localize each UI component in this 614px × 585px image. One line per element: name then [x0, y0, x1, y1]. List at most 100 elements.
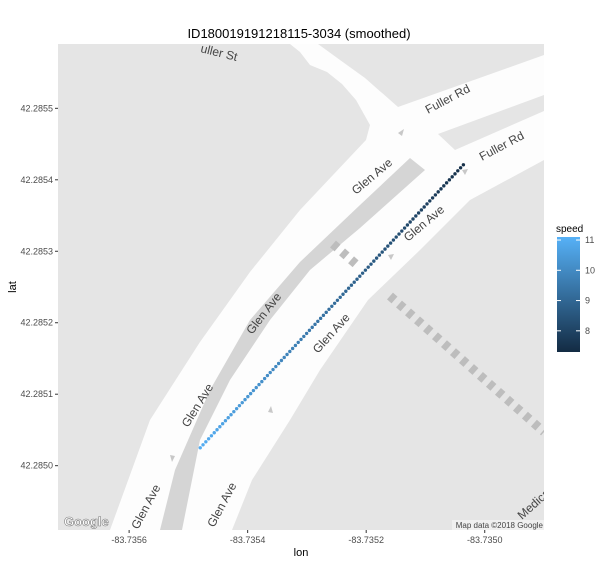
chart-title: ID180019191218115-3034 (smoothed): [187, 26, 410, 41]
data-point: [422, 205, 426, 209]
data-point: [251, 388, 256, 393]
data-point: [302, 334, 306, 339]
legend-ticks: 8 9 10 11: [557, 235, 595, 336]
map-panel: Glen Ave Glen Ave Glen Ave Glen Ave Glen…: [58, 44, 544, 530]
trajectory-points: [198, 163, 466, 450]
data-point: [240, 400, 244, 405]
data-point: [453, 172, 457, 176]
data-point: [425, 202, 429, 206]
data-point: [358, 274, 362, 278]
data-point: [218, 425, 222, 429]
data-point: [257, 382, 261, 387]
legend-tick-label: 8: [585, 326, 590, 336]
data-point: [391, 238, 396, 242]
data-point: [346, 286, 351, 290]
data-point: [321, 313, 326, 318]
data-point: [282, 355, 286, 360]
data-point: [299, 337, 303, 342]
x-axis-label: lon: [294, 547, 309, 559]
data-point: [430, 196, 435, 200]
legend-tick-label: 10: [585, 265, 595, 275]
road-arrows: [170, 129, 468, 462]
data-point: [248, 391, 253, 396]
data-point: [436, 190, 440, 194]
data-point: [374, 256, 379, 260]
data-point: [377, 253, 382, 257]
data-point: [271, 367, 275, 372]
data-point: [383, 247, 387, 251]
data-point: [296, 340, 300, 345]
data-point: [416, 211, 421, 215]
data-point: [212, 431, 216, 435]
x-axis: -83.7356 -83.7354 -83.7352 -83.7350: [111, 530, 502, 545]
data-point: [293, 343, 298, 348]
data-point: [254, 385, 258, 390]
legend: speed 8 9 10 11: [556, 224, 595, 352]
data-point: [276, 361, 281, 366]
data-point: [338, 295, 342, 299]
data-point: [290, 346, 295, 351]
data-point: [279, 358, 284, 363]
data-point: [313, 322, 317, 327]
y-tick-label: 42.2855: [20, 103, 53, 113]
crosswalk-median: [330, 240, 360, 269]
data-point: [369, 262, 373, 266]
data-point: [349, 283, 354, 287]
x-tick-label: -83.7356: [111, 535, 147, 545]
data-point: [372, 259, 376, 263]
data-point: [400, 229, 404, 233]
data-point: [223, 419, 228, 423]
y-tick-label: 42.2850: [20, 461, 53, 471]
legend-title: speed: [556, 224, 583, 235]
data-point: [215, 428, 219, 432]
data-point: [324, 310, 328, 315]
data-point: [310, 325, 314, 330]
data-point: [206, 437, 211, 441]
data-point: [341, 292, 345, 296]
data-point: [243, 397, 247, 402]
data-point: [304, 331, 309, 336]
data-point: [204, 440, 208, 444]
data-point: [332, 301, 337, 305]
data-point: [330, 304, 334, 308]
data-point: [209, 434, 214, 438]
data-point: [285, 352, 289, 357]
data-point: [220, 422, 225, 426]
data-point: [288, 349, 292, 354]
data-point: [419, 208, 424, 212]
data-point: [458, 166, 463, 170]
data-point: [366, 265, 370, 269]
data-point: [201, 443, 205, 447]
data-point: [386, 244, 390, 248]
attribution-bg: [452, 520, 544, 530]
data-point: [229, 412, 233, 417]
data-point: [232, 409, 236, 414]
data-point: [461, 163, 466, 167]
data-point: [363, 268, 368, 272]
y-axis: 42.2850 42.2851 42.2852 42.2853 42.2854 42.28…: [20, 103, 58, 471]
legend-colorbar: [557, 237, 580, 352]
data-point: [226, 415, 230, 420]
data-point: [198, 446, 202, 450]
data-point: [274, 364, 278, 369]
data-point: [335, 298, 340, 302]
data-point: [360, 271, 365, 275]
data-point: [307, 328, 312, 333]
legend-tick-label: 9: [585, 296, 590, 306]
x-tick-label: -83.7354: [230, 535, 266, 545]
y-tick-label: 42.2854: [20, 175, 53, 185]
data-point: [246, 394, 250, 399]
crosswalk-east: [387, 292, 544, 436]
data-point: [318, 316, 323, 321]
data-point: [237, 403, 242, 408]
y-tick-label: 42.2853: [20, 246, 53, 256]
map-block-northeast: [438, 95, 544, 150]
data-point: [260, 379, 264, 384]
map-block-north: [318, 44, 544, 107]
map-median-strip: [160, 158, 425, 530]
data-point: [402, 226, 407, 230]
data-point: [414, 214, 418, 218]
data-point: [428, 199, 432, 203]
data-point: [265, 373, 270, 378]
